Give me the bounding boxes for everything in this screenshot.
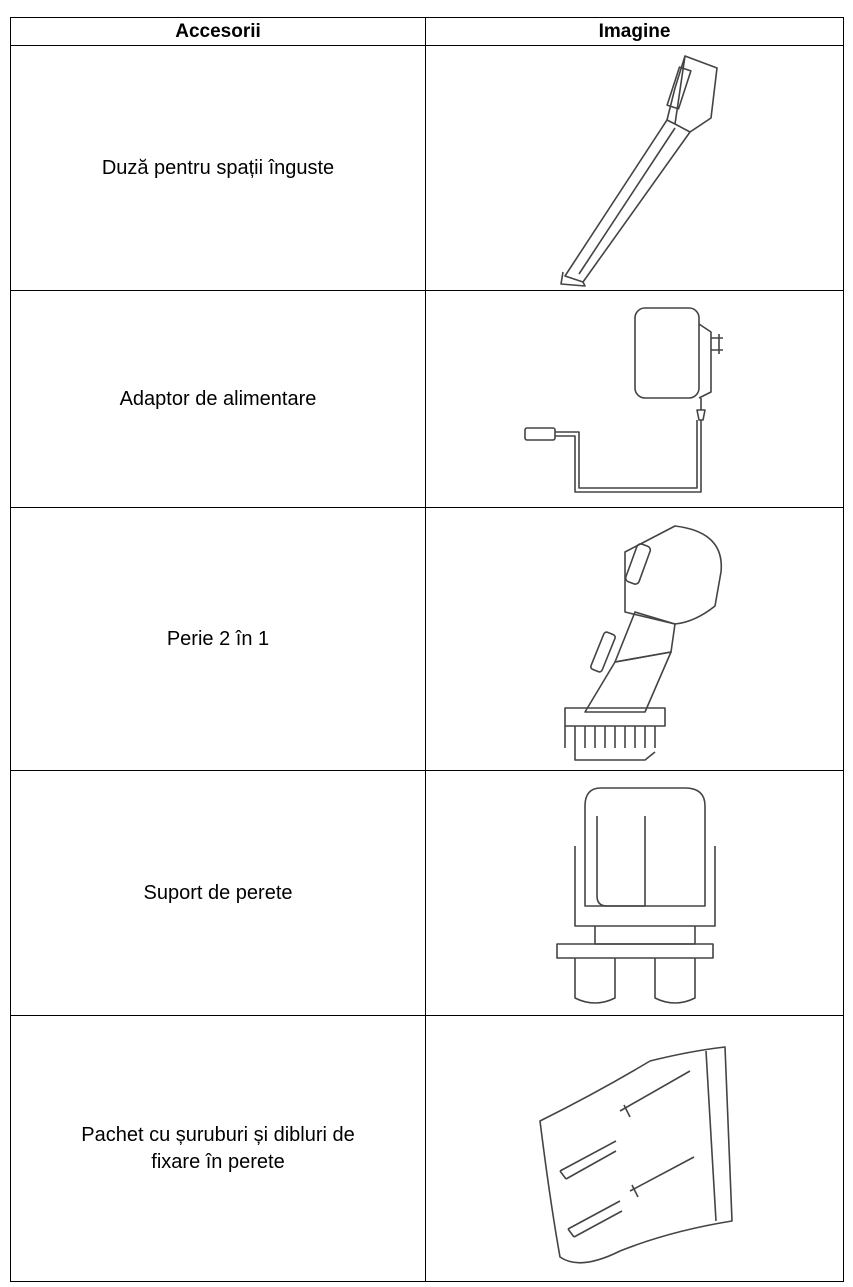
crevice-nozzle-icon: [559, 55, 718, 287]
accessories-table: Accesorii Imagine Duză pentru spații îng…: [10, 17, 844, 1282]
row: Perie 2 în 1: [10, 507, 844, 771]
image-cell: [425, 507, 844, 771]
screw-pack-icon: [538, 1046, 733, 1264]
item-name: Suport de perete: [143, 881, 293, 904]
row: Pachet cu șuruburi și dibluri de fixare …: [10, 1015, 844, 1282]
wall-mount-icon: [555, 786, 716, 1004]
image-cell: [425, 290, 844, 508]
header-cell: Accesorii: [10, 17, 426, 46]
header-cell: Imagine: [425, 17, 844, 46]
cell: Adaptor de alimentare: [10, 290, 426, 508]
row: Suport de perete: [10, 770, 844, 1016]
item-name: Adaptor de alimentare: [119, 387, 317, 410]
item-name: Pachet cu șuruburi și dibluri de fixare …: [81, 1123, 355, 1173]
header-row: Accesorii Imagine: [10, 17, 844, 46]
cell: Pachet cu șuruburi și dibluri de fixare …: [10, 1015, 426, 1282]
row: Adaptor de alimentare: [10, 290, 844, 508]
item-name: Duză pentru spații înguste: [101, 156, 335, 179]
power-adapter-icon: [523, 307, 723, 493]
image-cell: [425, 770, 844, 1016]
brush-icon: [563, 524, 722, 761]
item-name: Perie 2 în 1: [166, 627, 270, 650]
cell: Perie 2 în 1: [10, 507, 426, 771]
cell: Suport de perete: [10, 770, 426, 1016]
row: Duză pentru spații înguste: [10, 45, 844, 291]
image-cell: [425, 45, 844, 291]
image-cell: [425, 1015, 844, 1282]
cell: Duză pentru spații înguste: [10, 45, 426, 291]
